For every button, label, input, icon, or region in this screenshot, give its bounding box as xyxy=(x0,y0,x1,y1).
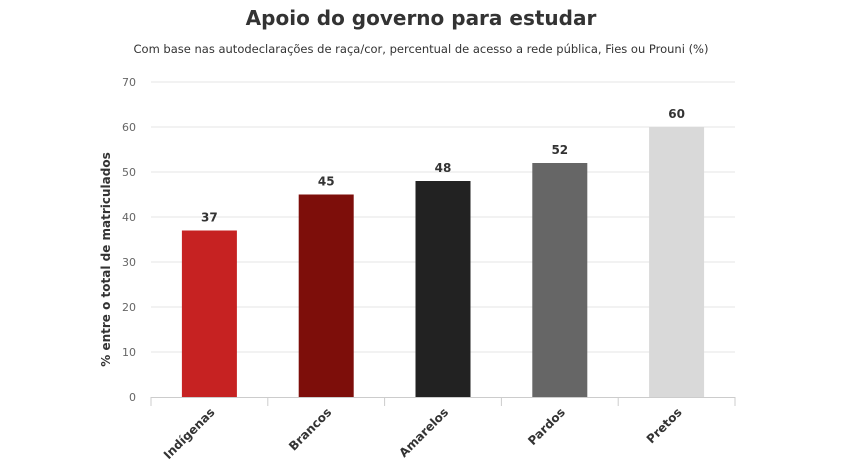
x-category-label: Indígenas xyxy=(161,405,218,462)
y-tick-label: 20 xyxy=(122,301,136,314)
y-tick-label: 70 xyxy=(122,76,136,89)
data-label: 60 xyxy=(668,107,685,121)
y-tick-label: 40 xyxy=(122,211,136,224)
data-label: 37 xyxy=(201,211,218,225)
chart-subtitle: Com base nas autodeclarações de raça/cor… xyxy=(133,42,709,56)
y-axis-label: % entre o total de matriculados xyxy=(99,152,113,367)
data-label: 48 xyxy=(435,161,452,175)
x-category-label: Amarelos xyxy=(396,405,451,460)
data-label: 52 xyxy=(551,143,568,157)
y-tick-label: 50 xyxy=(122,166,136,179)
y-tick-label: 30 xyxy=(122,256,136,269)
bar xyxy=(532,163,588,397)
x-category-label: Pretos xyxy=(644,405,685,446)
x-category-label: Pardos xyxy=(525,405,568,448)
bar xyxy=(298,194,354,397)
chart-title: Apoio do governo para estudar xyxy=(245,6,597,30)
x-category-label: Brancos xyxy=(286,405,334,453)
bar xyxy=(181,230,237,397)
y-tick-label: 60 xyxy=(122,121,136,134)
y-tick-label: 0 xyxy=(129,391,136,404)
data-label: 45 xyxy=(318,175,335,189)
bar xyxy=(415,181,471,397)
bar xyxy=(649,127,705,397)
y-tick-label: 10 xyxy=(122,346,136,359)
